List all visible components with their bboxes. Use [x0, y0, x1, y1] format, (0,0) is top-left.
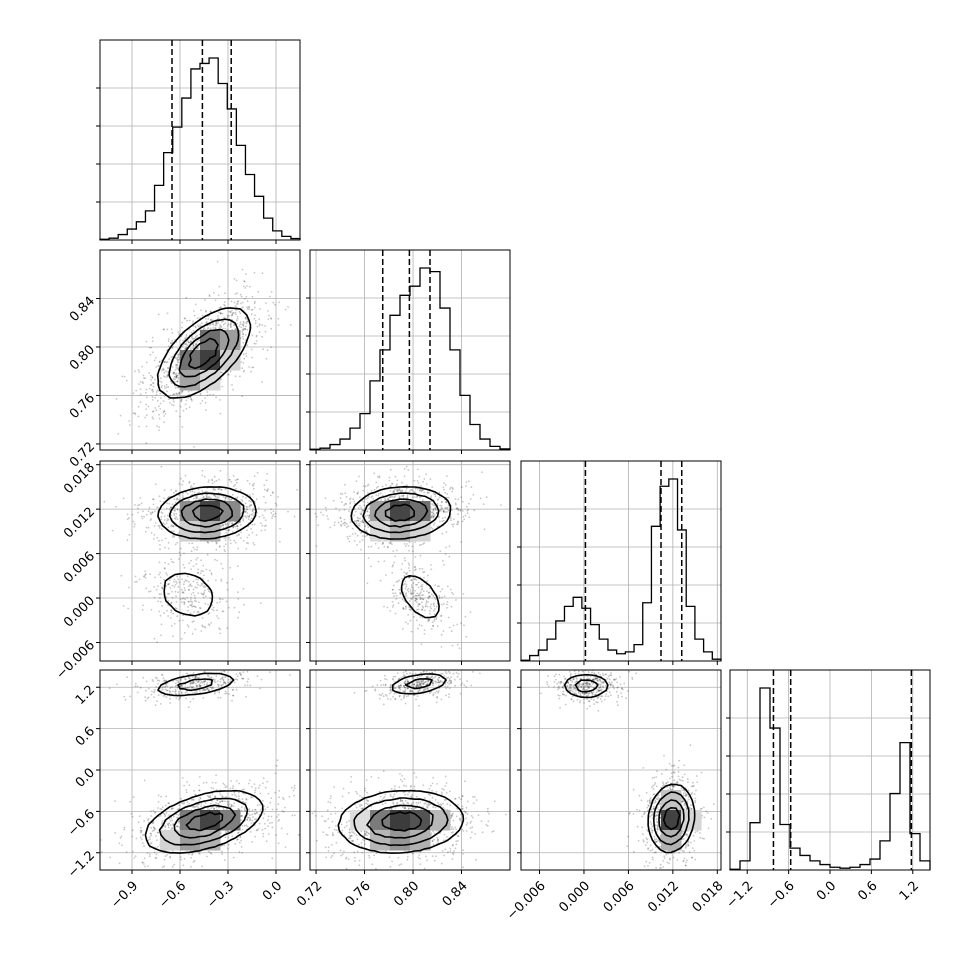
contour-level-2 — [168, 318, 240, 388]
histogram-steps — [520, 478, 722, 661]
histogram-param-1 — [96, 39, 301, 241]
contour-level-1 — [144, 672, 264, 854]
histogram-steps — [99, 57, 301, 240]
contour-level-4 — [662, 807, 681, 831]
scatter-panel-2-vs-3 — [309, 460, 511, 662]
histogram-param-3 — [517, 460, 722, 662]
contour-level-2 — [574, 679, 690, 846]
contour-level-4 — [192, 504, 224, 522]
contour-level-3 — [374, 498, 429, 528]
axes-frame — [309, 249, 511, 451]
histogram-param-2 — [306, 249, 511, 451]
axes-frame — [99, 39, 301, 241]
scatter-panel-1-vs-2 — [99, 249, 301, 451]
contour-level-4 — [187, 337, 219, 370]
contour-level-4 — [381, 811, 423, 832]
contour-level-3 — [178, 328, 230, 378]
contour-level-1 — [157, 486, 257, 617]
scatter-panel-1-vs-3 — [99, 460, 301, 662]
axes-frame — [99, 460, 301, 662]
contour-level-3 — [173, 804, 237, 839]
contour-level-2 — [168, 492, 245, 534]
contour-level-2 — [158, 678, 249, 846]
contour-level-3 — [180, 498, 233, 528]
scatter-panel-2-vs-4 — [309, 669, 511, 871]
contour-level-4 — [384, 503, 415, 522]
axes-frame — [520, 460, 722, 662]
contour-level-4 — [185, 811, 224, 832]
histogram-param-4 — [726, 669, 931, 871]
contour-level-3 — [366, 804, 434, 839]
scatter-panel-3-vs-4 — [520, 669, 722, 871]
contour-level-1 — [156, 307, 252, 399]
contour-level-2 — [353, 678, 449, 847]
contour-level-3 — [658, 799, 685, 838]
contour-level-1 — [563, 673, 696, 854]
contour-level-2 — [362, 492, 440, 534]
scatter-panel-1-vs-4 — [99, 669, 301, 871]
histogram-steps — [729, 687, 931, 870]
axes-frame — [309, 460, 511, 662]
contour-level-1 — [337, 673, 465, 854]
axes-frame — [99, 249, 301, 451]
contour-level-1 — [350, 486, 452, 619]
